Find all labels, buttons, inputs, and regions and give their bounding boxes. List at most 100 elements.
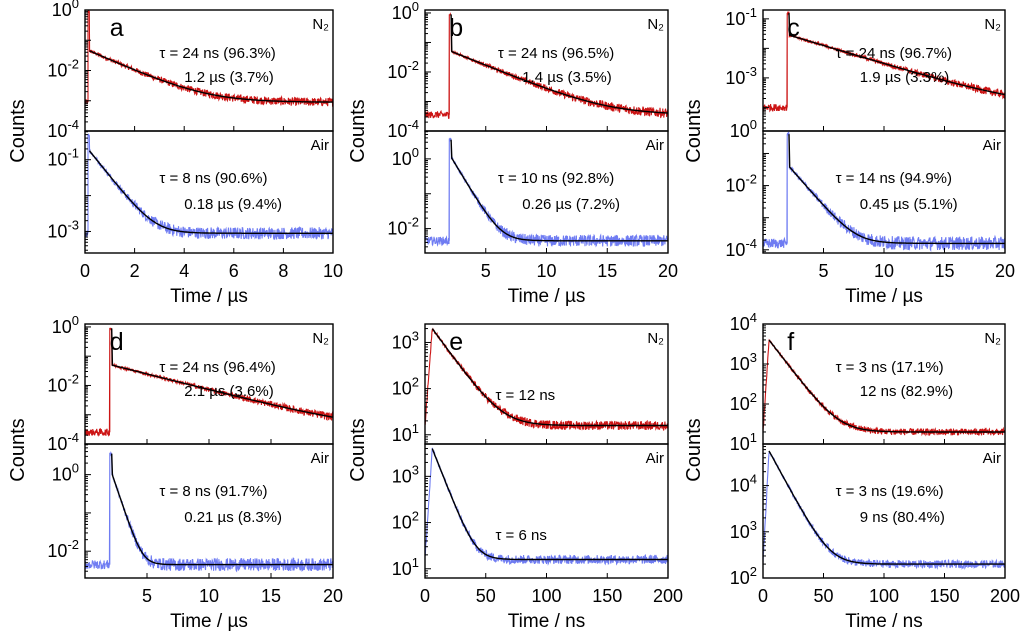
lifetime-annotation: τ = 3 ns (17.1%): [836, 359, 944, 376]
y-tick-label: 10-4: [47, 117, 79, 141]
x-tick-label: 15: [597, 261, 617, 281]
x-tick-label: 200: [653, 586, 683, 606]
decay-trace-b-0: [425, 12, 668, 119]
x-tick-label: 5: [481, 261, 491, 281]
x-tick-label: 15: [934, 261, 954, 281]
y-tick-label: 100: [392, 0, 419, 23]
x-tick-label: 10: [199, 586, 219, 606]
x-tick-label: 0: [420, 586, 430, 606]
x-tick-label: 20: [323, 586, 343, 606]
lifetime-annotation: τ = 24 ns (96.7%): [836, 45, 952, 62]
panel-d-air: 10-2 100 Air τ = 8 ns (91.7%) 0.21 µs (8.3%): [47, 443, 334, 579]
lifetime-annotation: τ = 8 ns (91.7%): [159, 483, 267, 500]
condition-label: N₂: [647, 16, 664, 33]
condition-label: Air: [311, 137, 329, 154]
decay-trace-a-0: [85, 10, 333, 107]
condition-label: N₂: [647, 330, 664, 347]
lifetime-annotation: τ = 24 ns (96.4%): [159, 359, 275, 376]
y-tick-label: 101: [730, 430, 757, 454]
chart-c: 10-3 10-1 100 N₂ τ = 24 ns (96.7%) 1.9 µs (3.…: [725, 5, 1015, 307]
panel-letter: f: [787, 328, 794, 356]
panel-e-air: 101 102 103 Air τ = 6 ns: [392, 443, 669, 579]
y-tick-label: 10-2: [47, 57, 79, 81]
x-tick-label: 5: [142, 586, 152, 606]
x-tick-label: 50: [476, 586, 496, 606]
y-tick-label: 10-1: [47, 146, 79, 170]
y-tick-label: 103: [730, 518, 757, 542]
y-tick-label: 101: [392, 421, 419, 445]
panel-a-air: 10-3 10-1 Air τ = 8 ns (90.6%) 0.18 µs (9.4%…: [47, 130, 334, 254]
y-tick-label: 10-2: [47, 371, 79, 395]
x-tick-label: 0: [80, 261, 90, 281]
y-axis-label: Counts: [683, 99, 705, 162]
lifetime-annotation: 0.18 µs (9.4%): [184, 196, 282, 213]
condition-label: Air: [983, 137, 1001, 154]
x-tick-label: 10: [874, 261, 894, 281]
y-axis-label: Counts: [7, 99, 29, 162]
fit-line-a-1: [88, 150, 333, 235]
x-axis-label: Time / ns: [845, 611, 922, 632]
x-tick-label: 6: [229, 261, 239, 281]
y-tick-label: 10-1: [725, 5, 757, 29]
panel-f-n2: 101 102 103 104 N₂ τ = 3 ns (17.1%) 12 ns (82.…: [730, 310, 1006, 454]
y-tick-label: 10-2: [387, 58, 419, 82]
y-tick-label: 10-4: [47, 430, 79, 454]
x-tick-label: 50: [813, 586, 833, 606]
panel-e-n2: 101 102 103 N₂ τ = 12 ns e: [392, 323, 669, 445]
panel-frame: [424, 443, 669, 579]
lifetime-annotation: 0.21 µs (8.3%): [184, 509, 282, 526]
y-tick-label: 104: [730, 310, 757, 334]
x-tick-label: 4: [179, 261, 189, 281]
x-tick-label: 100: [531, 586, 561, 606]
lifetime-annotation: τ = 24 ns (96.5%): [498, 45, 614, 62]
x-axis-label: Time / µs: [170, 611, 248, 632]
lifetime-annotation: 2.1 µs (3.6%): [184, 383, 274, 400]
y-tick-label: 103: [392, 328, 419, 352]
decay-trace-e-1: [425, 447, 668, 566]
panel-frame: [762, 130, 1006, 254]
chart-d: 10-4 10-2 100 N₂ τ = 24 ns (96.4%) 2.1 µs (3.…: [47, 313, 343, 632]
lifetime-annotation: 9 ns (80.4%): [860, 509, 945, 526]
y-axis-label: Counts: [683, 418, 705, 481]
x-tick-label: 0: [758, 586, 768, 606]
x-tick-label: 200: [990, 586, 1020, 606]
y-axis-label: Counts: [347, 418, 369, 481]
panel-letter: a: [110, 14, 124, 42]
x-tick-label: 8: [278, 261, 288, 281]
lifetime-annotation: τ = 12 ns: [495, 387, 555, 404]
x-tick-label: 2: [130, 261, 140, 281]
panel-c-n2: 10-3 10-1 100 N₂ τ = 24 ns (96.7%) 1.9 µs (3.…: [725, 5, 1006, 141]
panel-a-n2: 10-4 10-2 100 N₂ τ = 24 ns (96.3%) 1.2 µs (3.…: [47, 0, 334, 141]
y-tick-label: 10-2: [387, 215, 419, 239]
chart-b: 10-4 10-2 100 N₂ τ = 24 ns (96.5%) 1.4 µs (3.…: [387, 0, 678, 307]
panel-b-air: 10-2 100 Air τ = 10 ns (92.8%) 0.26 µs (7.2%…: [387, 130, 669, 254]
x-tick-label: 100: [869, 586, 899, 606]
y-tick-label: 100: [52, 461, 79, 485]
condition-label: N₂: [312, 16, 329, 33]
y-tick-label: 100: [730, 117, 757, 141]
fit-line-e-0: [431, 328, 668, 427]
lifetime-annotation: τ = 3 ns (19.6%): [836, 483, 944, 500]
x-tick-label: 15: [261, 586, 281, 606]
fit-line-b-1: [450, 139, 668, 242]
panel-letter: b: [449, 14, 463, 42]
lifetime-annotation: τ = 14 ns (94.9%): [836, 170, 952, 187]
panel-frame: [84, 130, 334, 254]
y-tick-label: 10-2: [725, 172, 757, 196]
x-axis-label: Time / µs: [508, 286, 586, 307]
y-tick-label: 10-3: [725, 64, 757, 88]
y-tick-label: 10-3: [47, 217, 79, 241]
y-tick-label: 102: [392, 375, 419, 399]
y-tick-label: 104: [730, 472, 757, 496]
lifetime-annotation: 1.9 µs (3.3%): [860, 69, 950, 86]
y-axis-label: Counts: [7, 418, 29, 481]
condition-label: N₂: [984, 330, 1001, 347]
x-axis-label: Time / ns: [508, 611, 585, 632]
y-tick-label: 10-4: [725, 236, 757, 260]
y-tick-label: 10-2: [47, 537, 79, 561]
y-tick-label: 100: [52, 313, 79, 337]
condition-label: N₂: [312, 330, 329, 347]
panel-c-air: 10-4 10-2 Air τ = 14 ns (94.9%) 0.45 µs (5.1…: [725, 130, 1006, 260]
